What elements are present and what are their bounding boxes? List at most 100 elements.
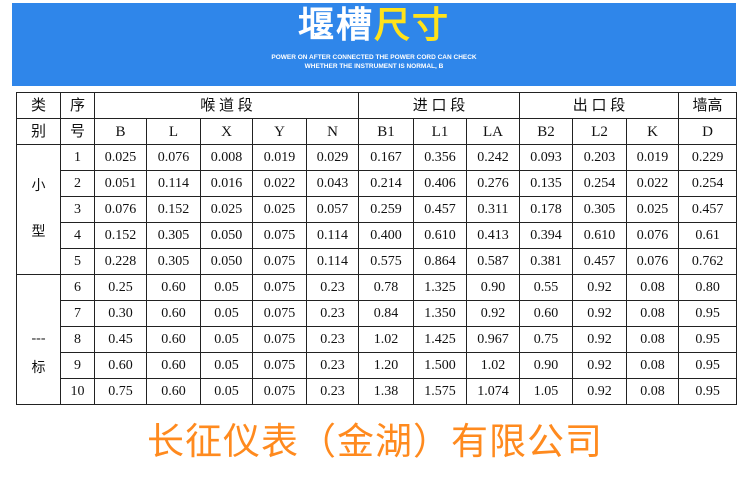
dimension-table: 类 序 喉 道 段 进 口 段 出 口 段 墙高 别 号 B L X Y N B1 L1 LA… [16,92,738,405]
column-header: X [200,118,253,145]
value-cell: 0.025 [252,196,307,223]
seq-cell: 10 [60,378,95,405]
value-cell: 0.08 [626,300,680,327]
column-header: B1 [358,118,414,145]
header-wall: 墙高 [678,92,738,119]
value-cell: 0.30 [94,300,147,327]
value-cell: 0.254 [572,170,628,197]
value-cell: 0.178 [519,196,574,223]
value-cell: 0.214 [358,170,414,197]
value-cell: 0.076 [94,196,147,223]
value-cell: 0.228 [94,248,147,275]
category-label: 型 [31,224,46,240]
category-label: 小 [31,178,46,194]
value-cell: 0.762 [678,248,738,275]
value-cell: 0.92 [572,352,628,379]
value-cell: 0.60 [146,274,201,301]
value-cell: 0.05 [200,274,253,301]
value-cell: 0.95 [678,378,738,405]
header-throat: 喉 道 段 [94,92,359,119]
value-cell: 0.016 [200,170,253,197]
value-cell: 0.075 [252,222,307,249]
value-cell: 0.84 [358,300,414,327]
value-cell: 0.025 [626,196,680,223]
value-cell: 0.61 [678,222,738,249]
value-cell: 0.305 [146,222,201,249]
header-seq: 序 [60,92,95,119]
value-cell: 0.311 [465,196,521,223]
seq-cell: 6 [60,274,95,301]
value-cell: 0.167 [358,144,414,171]
value-cell: 1.05 [519,378,574,405]
header-inlet: 进 口 段 [357,92,521,119]
table-row: 5 0.228 0.305 0.050 0.075 0.114 0.575 0.864 0.58… [17,248,738,275]
value-cell: 0.406 [413,170,467,197]
value-cell: 1.02 [358,326,414,353]
value-cell: 0.075 [252,300,307,327]
value-cell: 0.254 [678,170,738,197]
watermark: 长征仪表（金湖）有限公司 [147,420,603,463]
value-cell: 0.457 [678,196,738,223]
value-cell: 0.305 [146,248,201,275]
value-cell: 0.114 [146,170,201,197]
value-cell: 0.114 [306,248,359,275]
value-cell: 0.022 [252,170,307,197]
value-cell: 0.394 [519,222,574,249]
value-cell: 0.92 [572,378,628,405]
seq-cell: 7 [60,300,95,327]
value-cell: 0.075 [252,274,307,301]
value-cell: 0.55 [519,274,574,301]
table-row: 小型 1 0.025 0.076 0.008 0.019 0.029 0.167 0.356 0.… [16,144,738,275]
value-cell: 0.457 [413,196,467,223]
value-cell: 0.242 [465,144,521,171]
value-cell: 0.356 [413,144,467,171]
value-cell: 0.60 [146,378,201,405]
value-cell: 0.864 [413,248,467,275]
value-cell: 1.38 [358,378,414,405]
value-cell: 0.610 [572,222,628,249]
banner-title: 堰槽尺寸 [297,5,451,46]
value-cell: 0.08 [626,326,680,353]
value-cell: 0.076 [626,222,680,249]
table-row: 4 0.152 0.305 0.050 0.075 0.114 0.400 0.610 0.41… [17,222,738,249]
column-header: N [306,118,359,145]
value-cell: 0.08 [626,378,680,405]
seq-cell: 8 [60,326,95,353]
value-cell: 0.457 [572,248,628,275]
value-cell: 0.575 [358,248,414,275]
banner: 堰槽尺寸 POWER ON AFTER CONNECTED THE POWER … [12,3,736,86]
value-cell: 0.08 [626,352,680,379]
column-header: B2 [519,118,574,145]
value-cell: 1.350 [413,300,467,327]
value-cell: 0.23 [306,352,359,379]
value-cell: 0.23 [306,326,359,353]
value-cell: 0.90 [465,274,521,301]
value-cell: 1.325 [413,274,467,301]
value-cell: 0.78 [358,274,414,301]
value-cell: 0.75 [94,378,147,405]
value-cell: 0.022 [626,170,680,197]
value-cell: 0.381 [519,248,574,275]
seq-cell: 5 [60,248,95,275]
value-cell: 0.259 [358,196,414,223]
value-cell: 0.95 [678,352,738,379]
column-header: Y [252,118,307,145]
table-row: 8 0.45 0.60 0.05 0.075 0.23 1.02 1.425 0.967 0.75… [17,326,738,353]
value-cell: 0.23 [306,378,359,405]
value-cell: 0.075 [252,248,307,275]
value-cell: 0.114 [306,222,359,249]
value-cell: 0.152 [94,222,147,249]
value-cell: 0.60 [94,352,147,379]
value-cell: 0.019 [626,144,680,171]
value-cell: 0.967 [465,326,521,353]
value-cell: 1.425 [413,326,467,353]
header-outlet: 出 口 段 [519,92,680,119]
value-cell: 0.92 [465,300,521,327]
table-row: 2 0.051 0.114 0.016 0.022 0.043 0.214 0.406 0.27… [17,170,738,197]
value-cell: 0.075 [252,378,307,405]
column-header: LA [465,118,521,145]
value-cell: 0.95 [678,326,738,353]
value-cell: 0.60 [146,352,201,379]
value-cell: 0.92 [572,300,628,327]
header-category: 类 [16,92,61,119]
